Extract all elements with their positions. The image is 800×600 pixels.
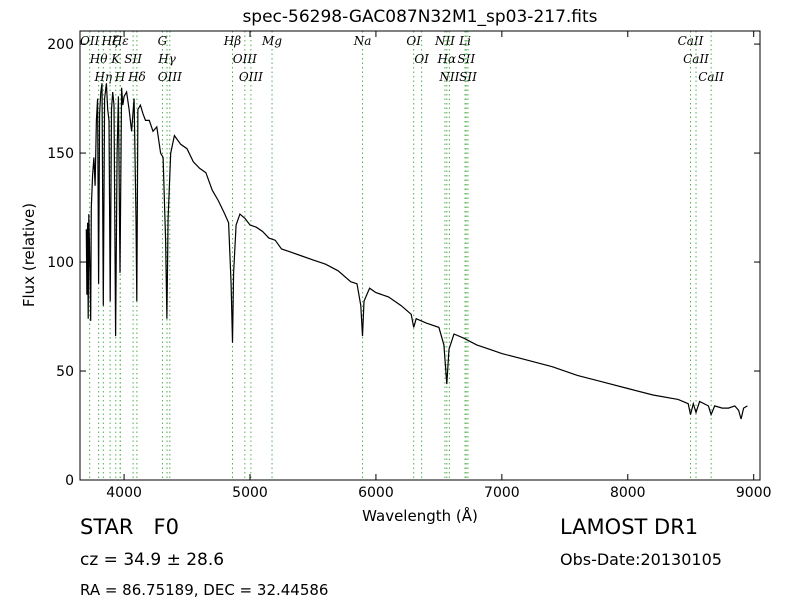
spectral-line-label: Hγ: [157, 52, 176, 66]
survey: LAMOST DR1: [560, 515, 698, 539]
x-tick-label: 4000: [106, 485, 142, 501]
x-tick-label: 9000: [736, 485, 772, 501]
x-tick-label: 5000: [232, 485, 268, 501]
spectral-line-label: Hη: [93, 70, 112, 84]
spectral-line-label: NII: [434, 34, 455, 48]
spectral-line-label: NII: [438, 70, 459, 84]
spectral-line-label: Hζ: [101, 34, 120, 48]
spectral-line-label: Hθ: [89, 52, 108, 66]
x-tick-label: 7000: [484, 485, 520, 501]
y-tick-label: 0: [65, 473, 74, 489]
y-tick-label: 50: [56, 364, 74, 380]
x-axis-label: Wavelength (Å): [362, 506, 478, 525]
object-class: STAR F0: [80, 515, 179, 539]
spectral-line-label: SII: [124, 52, 142, 66]
spectral-line-label: Hβ: [223, 34, 241, 48]
obs-date: Obs-Date:20130105: [560, 550, 722, 569]
spectral-line-label: OIII: [158, 70, 182, 84]
plot-frame: [79, 30, 761, 481]
redshift: cz = 34.9 ± 28.6: [80, 550, 224, 570]
spectral-line-label: Hα: [437, 52, 457, 66]
spectral-line-label: OI: [414, 52, 429, 66]
spectral-line-label: OII: [80, 34, 100, 48]
y-tick-label: 150: [47, 146, 74, 162]
spectral-line-label: Na: [353, 34, 372, 48]
spectral-line-label: Li: [458, 34, 471, 48]
spectral-line-label: OI: [406, 34, 421, 48]
chart-title: spec-56298-GAC087N32M1_sp03-217.fits: [242, 7, 597, 27]
spectral-line-label: Mg: [261, 34, 282, 48]
x-tick-label: 8000: [610, 485, 646, 501]
y-tick-label: 200: [47, 37, 74, 53]
spectral-line-label: Hε: [111, 34, 129, 48]
spectrum-line: [85, 83, 748, 420]
spectral-line-label: SII: [459, 70, 477, 84]
y-axis-label: Flux (relative): [20, 203, 38, 307]
spectral-line-label: CaII: [683, 52, 709, 66]
x-tick-label: 6000: [358, 485, 394, 501]
spectral-line-label: SII: [457, 52, 475, 66]
spectral-line-label: CaII: [678, 34, 704, 48]
spectral-line-label: OIII: [233, 52, 257, 66]
spectral-line-label: OIII: [239, 70, 263, 84]
coordinates: RA = 86.75189, DEC = 32.44586: [80, 581, 328, 599]
spectral-line-label: CaII: [698, 70, 724, 84]
spectral-line-label: K: [110, 52, 121, 66]
y-tick-label: 100: [47, 255, 74, 271]
spectral-line-label: G: [158, 34, 168, 48]
spectral-line-label: Hδ: [127, 70, 146, 84]
